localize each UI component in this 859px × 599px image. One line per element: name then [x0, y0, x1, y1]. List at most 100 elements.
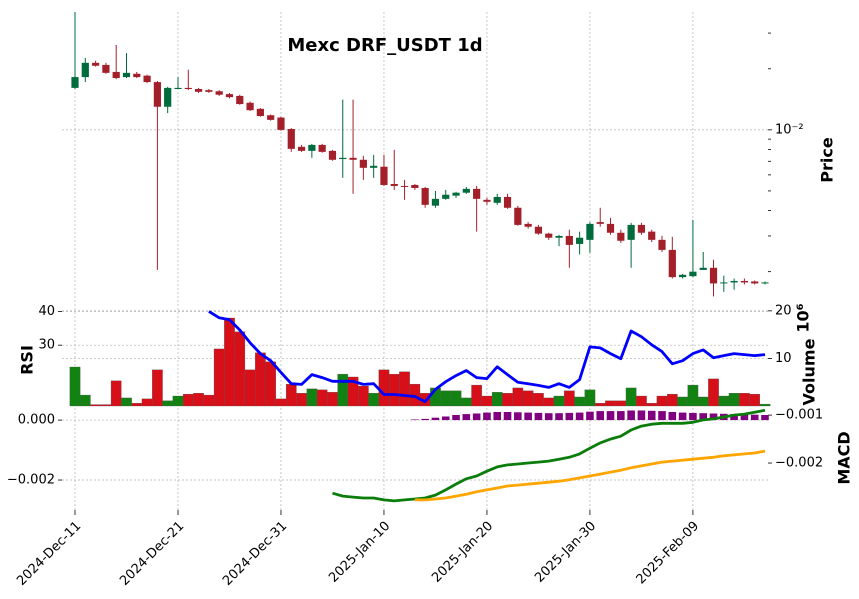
candle-body	[236, 95, 244, 105]
candle-body	[679, 274, 687, 278]
candle-body	[225, 94, 234, 98]
volume-bar	[275, 398, 287, 407]
x-tick-label: 2025-Jan-20	[429, 519, 496, 586]
macd-histogram-bar	[637, 410, 646, 421]
candle-body	[421, 187, 429, 205]
candle-body	[339, 157, 347, 160]
macd-histogram-bar	[709, 413, 718, 421]
candle-body	[648, 231, 656, 240]
x-tick-label: 2025-Feb-09	[634, 519, 703, 588]
volume-bar	[121, 397, 132, 407]
line	[332, 408, 766, 503]
volume-bar	[656, 395, 668, 407]
macd-histogram-bar	[761, 414, 769, 421]
macd-histogram-bar	[689, 412, 697, 421]
macd-histogram-bar	[411, 419, 419, 421]
candle-body	[91, 62, 100, 66]
candle-body	[668, 249, 676, 278]
candle-body	[81, 62, 89, 78]
volume-bar	[533, 393, 544, 407]
volume-bar	[687, 384, 699, 407]
volume-bar	[759, 403, 771, 407]
volume-bar	[90, 404, 101, 407]
price-axis-label: Price	[818, 137, 837, 183]
volume-bar	[152, 369, 163, 407]
volume-bar	[244, 369, 256, 407]
volume-bar	[481, 395, 493, 407]
macd-histogram-bar	[575, 412, 584, 421]
volume-bar	[718, 395, 730, 407]
volume-bar	[100, 404, 112, 407]
macd-histogram-bar	[503, 411, 512, 421]
volume-bar	[327, 392, 338, 407]
line	[414, 449, 766, 502]
candle-body	[555, 235, 563, 238]
macd-histogram-bar	[730, 414, 738, 421]
macd-histogram-bar	[647, 410, 656, 421]
candle-body	[359, 159, 367, 168]
volume-bar	[296, 393, 307, 407]
candle-body	[194, 88, 203, 92]
volume-bar	[584, 389, 596, 407]
candle-body	[699, 267, 707, 270]
macd-histogram-bar	[668, 411, 677, 421]
candle-body	[534, 226, 543, 234]
volume-bar	[131, 402, 143, 407]
volume-bar	[213, 348, 225, 407]
candle-body	[462, 188, 470, 193]
macd-histogram-bar	[627, 410, 635, 421]
candle-body	[153, 82, 161, 107]
volume-bar	[471, 384, 482, 407]
volume-bar	[605, 400, 616, 407]
candle-body	[370, 165, 378, 168]
candle-body	[503, 196, 512, 208]
x-tick-label: 2024-Dec-21	[117, 519, 187, 589]
candle-body	[514, 207, 522, 225]
volume-bar	[141, 398, 153, 407]
macd-histogram-bar	[544, 413, 553, 421]
candle-body	[627, 224, 635, 240]
y2-tick-label: 20	[775, 303, 792, 318]
volume-bar	[625, 387, 637, 407]
volume-bar	[697, 396, 709, 407]
volume-bar	[574, 396, 585, 407]
macd-histogram-bar	[462, 414, 471, 421]
volume-offset-label: 10⁶	[794, 303, 813, 332]
candle-body	[565, 235, 573, 245]
x-tick-label: 2024-Dec-31	[220, 519, 290, 589]
volume-bar	[316, 389, 328, 407]
volume-bar	[522, 390, 534, 407]
x-tick-label: 2024-Dec-11	[14, 519, 84, 589]
macd-histogram-bar	[493, 411, 502, 421]
y2-tick-label: −0.001	[775, 408, 823, 423]
candle-body	[473, 188, 481, 199]
x-tick-label: 2025-Jan-30	[532, 519, 599, 586]
volume-bar	[69, 366, 81, 407]
macd-histogram-bar	[534, 412, 543, 421]
candle-body	[318, 144, 326, 152]
candle-body	[442, 194, 450, 199]
candle-body	[164, 87, 172, 107]
candle-body	[730, 280, 738, 283]
macd-axis-label: MACD	[835, 431, 854, 484]
chart-title: Mexc DRF_USDT 1d	[287, 35, 482, 56]
volume-bar	[337, 373, 349, 407]
candle-body	[246, 102, 254, 111]
candle-body	[576, 237, 584, 244]
volume-axis-label: Volume	[800, 338, 819, 405]
candle-body	[740, 280, 749, 283]
candle-body	[267, 115, 275, 120]
macd-histogram-bar	[658, 411, 666, 421]
macd-histogram-bar	[750, 414, 759, 421]
volume-bar	[110, 380, 122, 407]
macd-histogram-bar	[699, 413, 708, 421]
candle-body	[493, 196, 501, 203]
candle-body	[297, 146, 306, 151]
volume-bar	[388, 373, 400, 407]
candle-body	[308, 144, 316, 151]
volume-bar	[399, 371, 410, 407]
macd-histogram-bar	[606, 411, 615, 421]
volume-bar	[368, 393, 379, 407]
volume-bar	[203, 394, 215, 407]
